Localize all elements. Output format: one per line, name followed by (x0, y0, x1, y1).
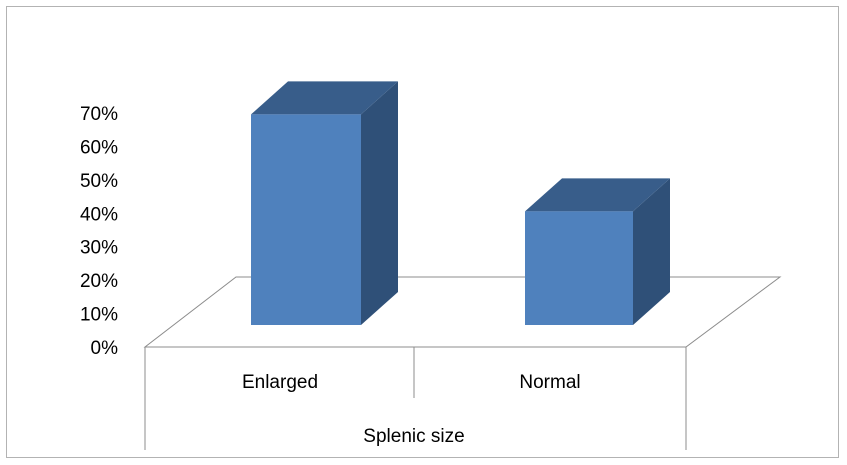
x-axis-category-labels: Enlarged Normal (242, 372, 581, 393)
bar-normal (525, 178, 670, 325)
bar-side (633, 178, 670, 325)
y-axis-tick-labels: 0% 10% 20% 30% 40% 50% 60% 70% (80, 104, 118, 359)
x-category-label: Normal (519, 372, 580, 393)
bar-side (361, 81, 398, 326)
y-tick-label: 10% (80, 305, 118, 326)
bar-enlarged (251, 81, 398, 326)
y-tick-label: 50% (80, 171, 118, 192)
y-tick-label: 60% (80, 137, 118, 158)
bar-top (251, 81, 398, 115)
x-category-label: Enlarged (242, 372, 318, 393)
bar-front (525, 211, 633, 325)
y-tick-label: 40% (80, 204, 118, 225)
y-tick-label: 30% (80, 238, 118, 259)
x-axis-title: Splenic size (363, 426, 464, 447)
y-tick-label: 70% (80, 104, 118, 125)
y-tick-label: 20% (80, 271, 118, 292)
chart-floor (143, 276, 782, 450)
bars (251, 81, 670, 326)
bar-front (251, 114, 361, 326)
chart-floor-plane (143, 276, 782, 348)
bar-top (525, 178, 670, 212)
y-tick-label: 0% (91, 338, 119, 359)
